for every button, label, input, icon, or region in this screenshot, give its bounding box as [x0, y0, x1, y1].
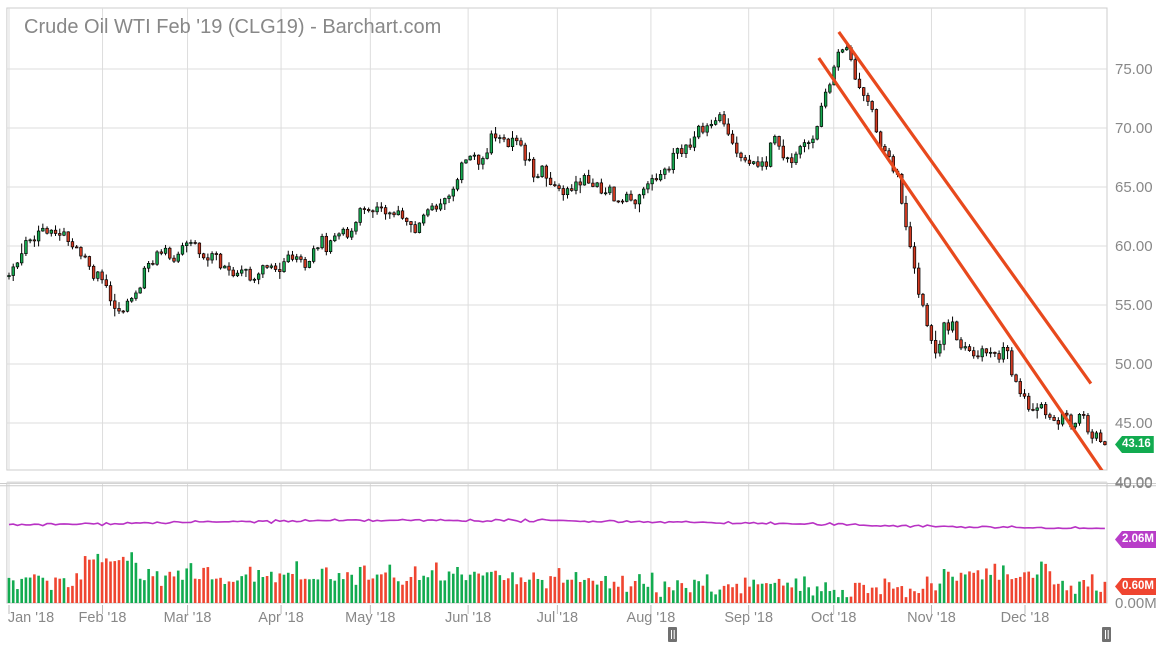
svg-text:Jun '18: Jun '18 [445, 610, 491, 626]
svg-text:Nov '18: Nov '18 [907, 610, 956, 626]
svg-text:Feb '18: Feb '18 [79, 610, 127, 626]
svg-text:65.00: 65.00 [1115, 179, 1153, 196]
svg-text:50.00: 50.00 [1115, 356, 1153, 373]
svg-text:55.00: 55.00 [1115, 297, 1153, 314]
svg-text:60.00: 60.00 [1115, 238, 1153, 255]
svg-text:Mar '18: Mar '18 [164, 610, 212, 626]
svg-text:Dec '18: Dec '18 [1001, 610, 1050, 626]
svg-text:Apr '18: Apr '18 [258, 610, 304, 626]
svg-text:May '18: May '18 [345, 610, 395, 626]
svg-text:Jan '18: Jan '18 [8, 610, 54, 626]
svg-text:75.00: 75.00 [1115, 61, 1153, 78]
svg-text:40.00: 40.00 [1115, 475, 1153, 492]
svg-text:0.00M: 0.00M [1115, 595, 1156, 612]
svg-text:Oct '18: Oct '18 [811, 610, 856, 626]
svg-text:Aug '18: Aug '18 [627, 610, 676, 626]
svg-text:Sep '18: Sep '18 [724, 610, 773, 626]
svg-text:45.00: 45.00 [1115, 415, 1153, 432]
svg-text:70.00: 70.00 [1115, 120, 1153, 137]
svg-text:Jul '18: Jul '18 [537, 610, 578, 626]
